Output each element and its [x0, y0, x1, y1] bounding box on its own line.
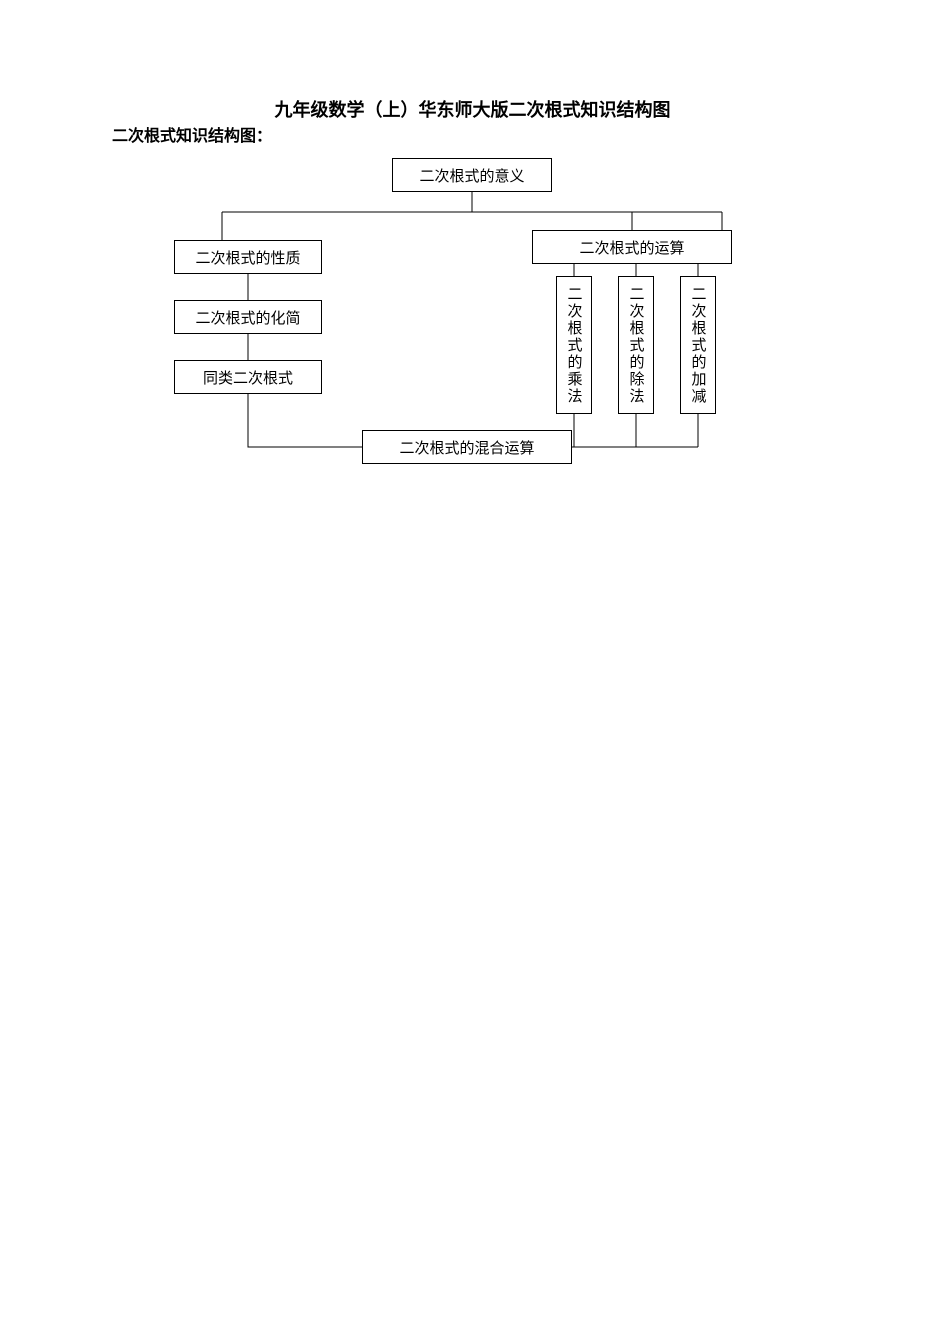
page-subtitle-text: 二次根式知识结构图： — [112, 128, 272, 145]
node-addition-subtraction: 二次根式的加减 — [680, 276, 716, 414]
page-title-text: 九年级数学（上）华东师大版二次根式知识结构图 — [275, 100, 671, 120]
node-multiplication: 二次根式的乘法 — [556, 276, 592, 414]
node-label: 二次根式的乘法 — [564, 286, 585, 405]
node-label: 同类二次根式 — [203, 367, 293, 388]
node-label: 二次根式的除法 — [626, 286, 647, 405]
page-title: 九年级数学（上）华东师大版二次根式知识结构图 — [0, 96, 945, 122]
node-properties: 二次根式的性质 — [174, 240, 322, 274]
flowchart: 二次根式的意义 二次根式的性质 二次根式的化简 同类二次根式 二次根式的运算 二… — [112, 150, 852, 490]
node-division: 二次根式的除法 — [618, 276, 654, 414]
node-similar-radicals: 同类二次根式 — [174, 360, 322, 394]
node-label: 二次根式的化简 — [195, 307, 300, 328]
node-simplification: 二次根式的化简 — [174, 300, 322, 334]
node-label: 二次根式的性质 — [195, 247, 300, 268]
node-label: 二次根式的意义 — [419, 165, 524, 186]
node-mixed-operations: 二次根式的混合运算 — [362, 430, 572, 464]
node-root-meaning: 二次根式的意义 — [392, 158, 552, 192]
node-label: 二次根式的运算 — [579, 237, 684, 258]
page-subtitle: 二次根式知识结构图： — [112, 122, 272, 146]
node-label: 二次根式的加减 — [688, 286, 709, 405]
node-operations: 二次根式的运算 — [532, 230, 732, 264]
node-label: 二次根式的混合运算 — [399, 437, 534, 458]
